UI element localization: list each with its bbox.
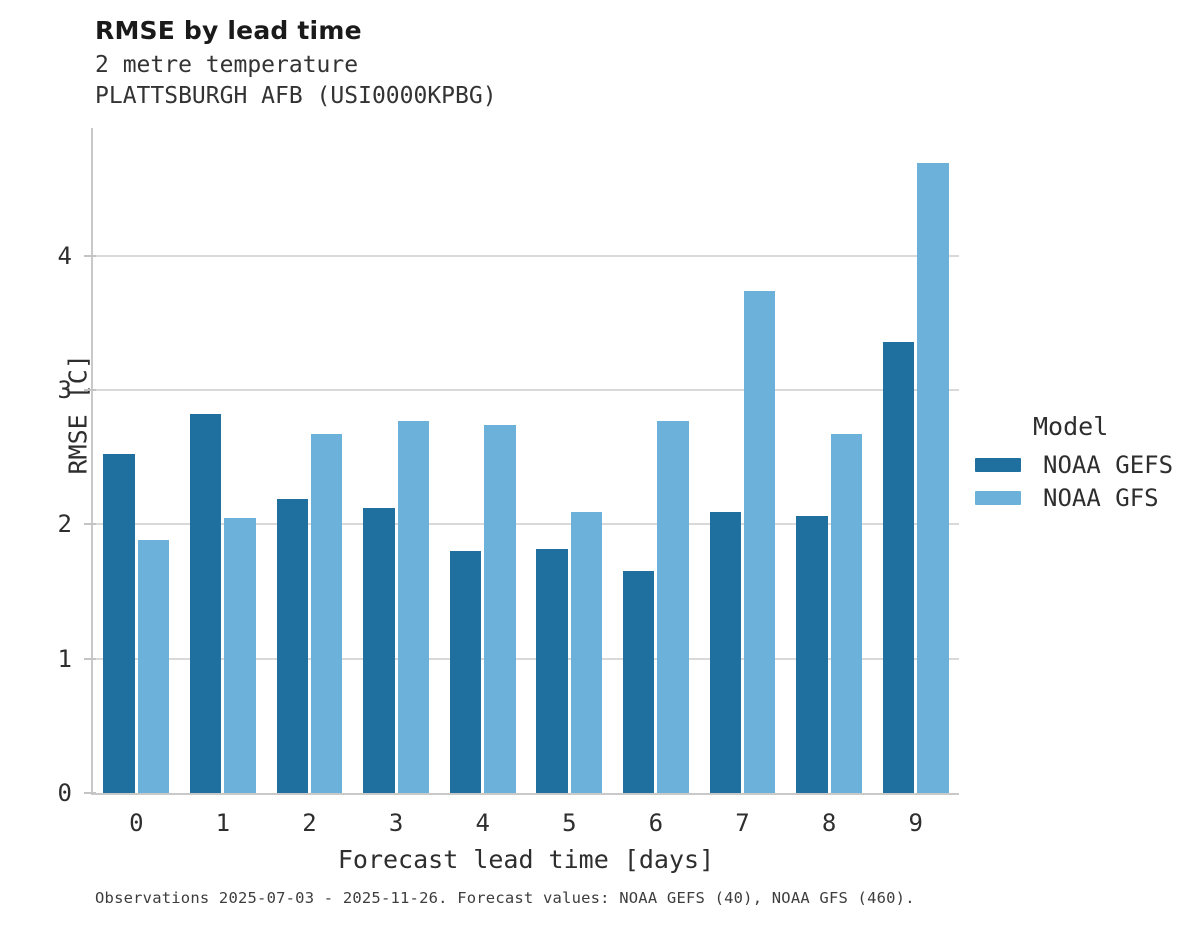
bar-noaa-gefs-day-5	[536, 548, 568, 793]
x-tick-label-5: 5	[562, 809, 577, 837]
footnote: Observations 2025-07-03 - 2025-11-26. Fo…	[95, 889, 915, 907]
y-tick-mark-4	[84, 254, 96, 257]
gridline-y-3	[93, 388, 959, 391]
x-axis-line	[91, 793, 959, 795]
legend: Model NOAA GEFS NOAA GFS	[975, 412, 1190, 519]
y-tick-label-4: 4	[57, 241, 72, 270]
legend-label: NOAA GEFS	[1043, 451, 1174, 479]
gridline-y-4	[93, 254, 959, 257]
bar-noaa-gefs-day-7	[709, 512, 741, 793]
legend-title: Model	[1033, 412, 1109, 441]
bar-noaa-gfs-day-6	[657, 420, 689, 793]
x-tick-label-8: 8	[821, 809, 837, 837]
legend-swatch-icon	[975, 491, 1021, 505]
x-axis-title: Forecast lead time [days]	[337, 845, 715, 874]
plot-area: 0 1 2 3 4 0 1 2 3 4 5 6 7 8 9	[58, 128, 959, 837]
legend-items: NOAA GEFS NOAA GFS	[975, 451, 1190, 512]
y-tick-mark-0	[84, 792, 96, 794]
bar-noaa-gefs-day-2	[276, 498, 308, 793]
legend-item-noaa-gfs: NOAA GFS	[975, 484, 1190, 512]
x-tick-label-6: 6	[648, 809, 664, 837]
chart-title: RMSE by lead time	[95, 16, 362, 45]
y-axis-line	[91, 128, 93, 793]
bar-noaa-gefs-day-6	[622, 571, 655, 793]
bar-noaa-gfs-day-0	[137, 540, 170, 793]
bar-noaa-gfs-day-3	[397, 420, 429, 793]
y-tick-mark-2	[84, 523, 96, 526]
bar-noaa-gfs-day-5	[570, 512, 603, 793]
bar-noaa-gefs-day-8	[796, 516, 828, 793]
x-tick-label-0: 0	[129, 809, 144, 837]
y-tick-label-3: 3	[57, 375, 72, 404]
gridline-y-2	[93, 523, 959, 526]
y-tick-label-2: 2	[57, 510, 72, 539]
x-tick-label-4: 4	[475, 809, 490, 837]
chart-subtitle-variable: 2 metre temperature	[95, 52, 359, 78]
bar-noaa-gefs-day-9	[882, 341, 915, 793]
bar-noaa-gefs-day-3	[363, 508, 395, 793]
bar-noaa-gfs-day-9	[917, 162, 949, 793]
y-tick-mark-1	[84, 657, 96, 660]
legend-label: NOAA GFS	[1043, 484, 1159, 512]
y-axis-title: RMSE [C]	[63, 354, 93, 475]
bar-noaa-gfs-day-8	[830, 434, 862, 793]
x-tick-label-2: 2	[302, 809, 317, 837]
bar-noaa-gfs-day-1	[224, 517, 256, 793]
y-tick-label-0: 0	[57, 779, 72, 807]
bar-noaa-gefs-day-0	[103, 454, 135, 793]
bar-noaa-gfs-day-7	[744, 290, 776, 793]
legend-item-noaa-gefs: NOAA GEFS	[975, 451, 1190, 479]
x-tick-label-3: 3	[388, 809, 404, 837]
bar-noaa-gefs-day-1	[189, 414, 222, 793]
bar-noaa-gfs-day-4	[484, 424, 516, 793]
x-tick-label-1: 1	[215, 809, 231, 837]
bar-noaa-gfs-day-2	[311, 434, 343, 793]
x-tick-label-7: 7	[735, 809, 750, 837]
chart-subtitle-station: PLATTSBURGH AFB (USI0000KPBG)	[95, 83, 497, 109]
y-tick-label-1: 1	[57, 644, 72, 673]
x-tick-label-9: 9	[908, 809, 923, 837]
bar-noaa-gefs-day-4	[449, 551, 482, 793]
gridline-y-1	[93, 657, 959, 660]
legend-swatch-icon	[975, 458, 1021, 472]
y-tick-mark-3	[84, 388, 96, 391]
